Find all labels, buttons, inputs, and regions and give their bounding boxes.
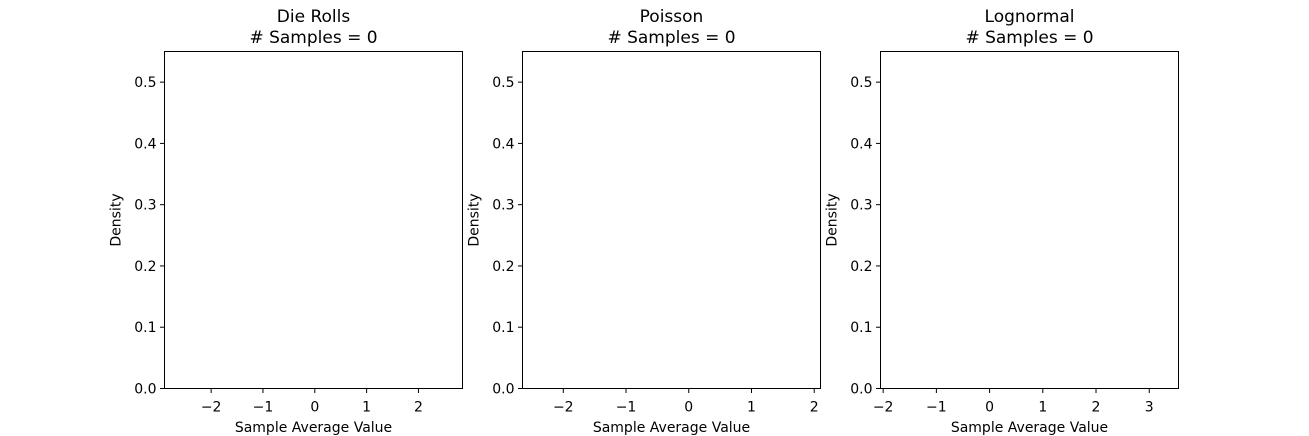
x-tick-label: 3 bbox=[1145, 400, 1154, 416]
chart-title: Lognormal bbox=[985, 7, 1075, 27]
y-tick-label: 0.5 bbox=[134, 75, 156, 91]
chart-subtitle: # Samples = 0 bbox=[607, 28, 735, 48]
subplot-2: Poisson# Samples = 0 −2 −1 0 1 2 0.0 0.1 0.2 0.3 0… bbox=[467, 7, 821, 436]
x-axis-label: Sample Average Value bbox=[235, 420, 392, 436]
y-tick-label: 0.1 bbox=[134, 320, 156, 336]
x-axis-label: Sample Average Value bbox=[593, 420, 750, 436]
subplot-3: Lognormal# Samples = 0 −2 −1 0 1 2 3 0.0 0.1 0.2 0… bbox=[825, 7, 1179, 436]
x-tick-label: 1 bbox=[1038, 400, 1047, 416]
plot-area bbox=[164, 51, 463, 389]
x-tick-label: 0 bbox=[684, 400, 693, 416]
y-tick-label: 0.4 bbox=[850, 136, 872, 152]
y-tick-label: 0.2 bbox=[492, 259, 514, 275]
y-tick-label: 0.0 bbox=[134, 382, 156, 398]
x-tick-label: −2 bbox=[201, 400, 222, 416]
y-tick-label: 0.0 bbox=[492, 382, 514, 398]
y-tick-label: 0.3 bbox=[492, 198, 514, 214]
subplot-1: Die Rolls# Samples = 0 −2 −1 0 1 2 0.0 0.1 0.2 0.… bbox=[109, 7, 463, 436]
y-tick-label: 0.1 bbox=[850, 320, 872, 336]
chart-title: Die Rolls bbox=[277, 7, 351, 27]
chart-subtitle: # Samples = 0 bbox=[249, 28, 377, 48]
x-tick-label: −2 bbox=[553, 400, 574, 416]
y-tick-label: 0.5 bbox=[492, 75, 514, 91]
x-axis-label: Sample Average Value bbox=[951, 420, 1108, 436]
plot-area bbox=[522, 51, 821, 389]
x-tick-label: 2 bbox=[1092, 400, 1101, 416]
x-tick-label: −2 bbox=[873, 400, 894, 416]
chart-subtitle: # Samples = 0 bbox=[965, 28, 1093, 48]
y-tick-label: 0.3 bbox=[850, 198, 872, 214]
y-tick-label: 0.5 bbox=[850, 75, 872, 91]
y-tick-label: 0.4 bbox=[492, 136, 514, 152]
y-axis-label: Density bbox=[825, 193, 841, 246]
x-tick-label: 2 bbox=[810, 400, 819, 416]
x-tick-label: 0 bbox=[310, 400, 319, 416]
y-tick-label: 0.2 bbox=[134, 259, 156, 275]
y-tick-label: 0.1 bbox=[492, 320, 514, 336]
y-tick-label: 0.3 bbox=[134, 198, 156, 214]
x-tick-label: 1 bbox=[747, 400, 756, 416]
chart-title: Poisson bbox=[640, 7, 704, 27]
y-tick-label: 0.0 bbox=[850, 382, 872, 398]
x-tick-label: −1 bbox=[253, 400, 274, 416]
y-axis-label: Density bbox=[467, 193, 483, 246]
x-tick-label: −1 bbox=[616, 400, 637, 416]
x-tick-label: 0 bbox=[985, 400, 994, 416]
x-tick-label: −1 bbox=[926, 400, 947, 416]
plot-area bbox=[880, 51, 1179, 389]
y-axis-label: Density bbox=[109, 193, 125, 246]
x-tick-label: 2 bbox=[414, 400, 423, 416]
x-tick-label: 1 bbox=[362, 400, 371, 416]
y-tick-label: 0.4 bbox=[134, 136, 156, 152]
y-tick-label: 0.2 bbox=[850, 259, 872, 275]
